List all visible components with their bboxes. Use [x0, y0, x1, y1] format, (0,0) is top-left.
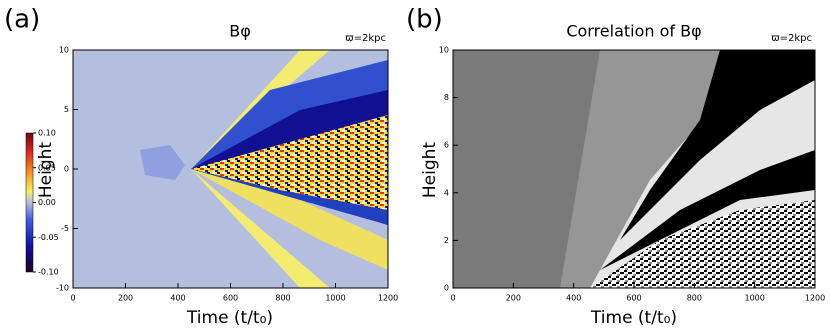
y-axis-label: Height [36, 142, 56, 199]
colorbar-tick-label: 0.00 [38, 198, 56, 207]
x-tick-label: 400 [566, 294, 581, 303]
chart-title: Correlation of Bφ [566, 22, 701, 41]
y-axis-label: Height [420, 142, 440, 199]
y-tick-label: 0 [64, 165, 69, 174]
x-tick-label: 0 [450, 294, 455, 303]
panel-label: (b) [406, 5, 443, 35]
colorbar-tick-label: 0.05 [38, 163, 56, 172]
x-tick-label: 1200 [378, 294, 398, 303]
x-tick-label: 600 [626, 294, 641, 303]
x-tick-label: 1200 [805, 294, 825, 303]
x-tick-label: 800 [687, 294, 702, 303]
field-a [73, 50, 388, 288]
x-tick-label: 1000 [744, 294, 764, 303]
y-tick-label: -5 [61, 224, 69, 233]
colorbar-tick-label: -0.10 [38, 268, 59, 277]
y-tick-label: 6 [444, 141, 449, 150]
chart-title: Bφ [229, 22, 251, 41]
annotation: ϖ=2kpc [771, 33, 812, 44]
field-b [453, 50, 815, 288]
x-tick-label: 0 [70, 294, 75, 303]
y-tick-label: 2 [444, 236, 449, 245]
colorbar [25, 132, 34, 273]
x-tick-label: 1000 [325, 294, 345, 303]
x-axis-label: Time (t/t₀) [186, 308, 273, 328]
y-tick-label: 5 [64, 105, 69, 114]
x-tick-label: 800 [275, 294, 290, 303]
y-tick-label: 10 [439, 46, 449, 55]
annotation: ϖ=2kpc [345, 33, 386, 44]
colorbar-tick-label: -0.05 [38, 233, 59, 242]
y-tick-label: 4 [444, 188, 449, 197]
x-tick-label: 200 [118, 294, 133, 303]
y-tick-label: -10 [56, 284, 69, 293]
x-tick-label: 600 [223, 294, 238, 303]
x-tick-label: 200 [506, 294, 521, 303]
x-axis-label: Time (t/t₀) [590, 308, 677, 328]
colorbar-tick-label: 0.10 [38, 129, 56, 138]
x-tick-label: 400 [170, 294, 185, 303]
y-tick-label: 8 [444, 93, 449, 102]
panel-label: (a) [4, 5, 40, 35]
y-tick-label: 10 [59, 46, 69, 55]
y-tick-label: 0 [444, 284, 449, 293]
